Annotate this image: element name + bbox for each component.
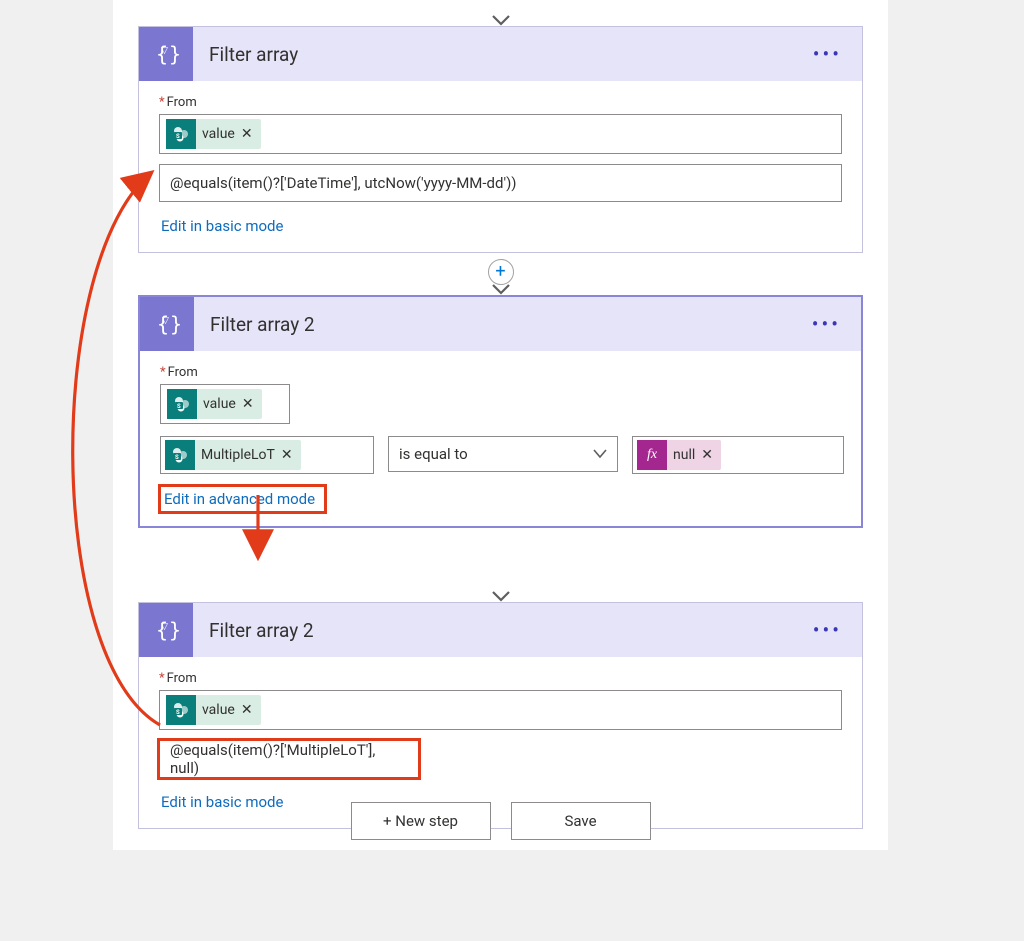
svg-text:▽: ▽ [162,316,169,326]
token-value[interactable]: S value ✕ [166,119,261,149]
token-label: value [202,126,235,142]
card-header[interactable]: {▽} Filter array 2 ••• [139,603,862,657]
new-step-button[interactable]: + New step [351,802,491,840]
sharepoint-icon: S [166,695,196,725]
token-value[interactable]: S value ✕ [166,695,261,725]
arrow-down-icon [491,14,511,24]
card-title: Filter array 2 [194,313,808,336]
action-card-filter-array-2[interactable]: {▽} Filter array 2 ••• *From S value ✕ [138,295,863,528]
flow-canvas: {▽} Filter array ••• *From S value ✕ @eq… [113,0,888,850]
remove-token-icon[interactable]: ✕ [281,447,293,463]
card-menu-button[interactable]: ••• [809,612,846,648]
svg-text:▽: ▽ [161,46,168,56]
from-input[interactable]: S value ✕ [160,384,290,424]
svg-text:▽: ▽ [161,622,168,632]
remove-token-icon[interactable]: ✕ [241,702,253,718]
token-label: null [673,447,695,463]
svg-text:}: } [169,618,181,642]
fx-icon: fx [637,440,667,470]
card-menu-button[interactable]: ••• [809,36,846,72]
remove-token-icon[interactable]: ✕ [242,396,254,412]
remove-token-icon[interactable]: ✕ [701,447,713,463]
sharepoint-icon: S [167,389,197,419]
save-button[interactable]: Save [511,802,651,840]
remove-token-icon[interactable]: ✕ [241,126,253,142]
condition-left-input[interactable]: S MultipleLoT ✕ [160,436,374,474]
svg-text:S: S [177,403,181,410]
action-card-filter-array-2b[interactable]: {▽} Filter array 2 ••• *From S value ✕ @… [138,602,863,829]
from-input[interactable]: S value ✕ [159,114,842,154]
card-header[interactable]: {▽} Filter array ••• [139,27,862,81]
filter-expression-input[interactable]: @equals(item()?['MultipleLoT'], null) [159,740,419,778]
card-menu-button[interactable]: ••• [808,306,845,342]
data-operations-icon: {▽} [139,603,193,657]
from-label: *From [159,95,842,110]
condition-operator-select[interactable]: is equal to [388,436,618,472]
token-label: value [202,702,235,718]
from-label: *From [159,671,842,686]
add-step-button[interactable]: + [488,259,514,285]
edit-basic-mode-link[interactable]: Edit in basic mode [159,214,289,238]
filter-expression-input[interactable]: @equals(item()?['DateTime'], utcNow('yyy… [159,164,842,202]
data-operations-icon: {▽} [140,297,194,351]
from-label: *From [160,365,841,380]
card-header[interactable]: {▽} Filter array 2 ••• [140,297,861,351]
expression-text: @equals(item()?['MultipleLoT'], null) [170,741,408,777]
action-card-filter-array-1[interactable]: {▽} Filter array ••• *From S value ✕ @eq… [138,26,863,253]
token-label: MultipleLoT [201,447,275,463]
chevron-down-icon [593,445,607,463]
expression-text: @equals(item()?['DateTime'], utcNow('yyy… [170,174,517,192]
data-operations-icon: {▽} [139,27,193,81]
edit-advanced-mode-link[interactable]: Edit in advanced mode [160,486,325,512]
card-title: Filter array 2 [193,619,809,642]
token-multiplelot[interactable]: S MultipleLoT ✕ [165,440,301,470]
svg-text:S: S [176,133,180,140]
svg-text:}: } [170,312,182,336]
from-input[interactable]: S value ✕ [159,690,842,730]
arrow-down-icon [491,590,511,600]
svg-text:S: S [175,454,179,461]
token-label: value [203,396,236,412]
token-null[interactable]: fx null ✕ [637,440,721,470]
condition-right-input[interactable]: fx null ✕ [632,436,844,474]
token-value[interactable]: S value ✕ [167,389,262,419]
svg-text:}: } [169,42,181,66]
card-title: Filter array [193,43,809,66]
operator-label: is equal to [399,445,468,463]
sharepoint-icon: S [166,119,196,149]
svg-text:S: S [176,709,180,716]
sharepoint-icon: S [165,440,195,470]
